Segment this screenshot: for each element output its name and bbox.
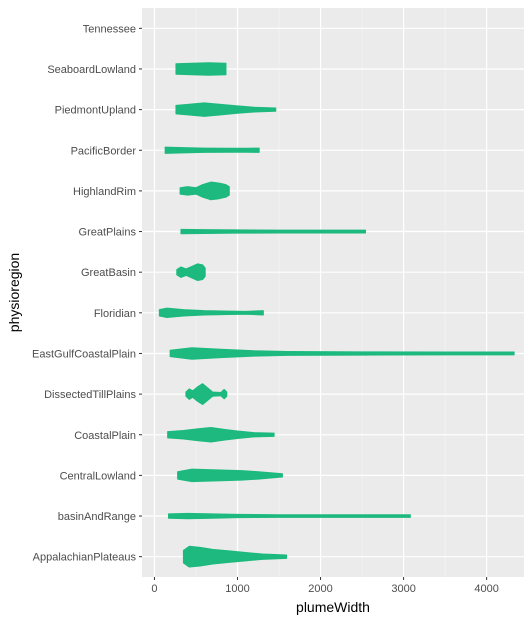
violin-AppalachianPlateaus [182, 545, 288, 568]
y-tick-label: DissectedTillPlains [44, 389, 136, 401]
y-tick-label: SeaboardLowland [47, 64, 136, 76]
violin-GreatBasin [176, 263, 206, 281]
y-tick-label: PacificBorder [71, 145, 137, 157]
y-tick-label: EastGulfCoastalPlain [32, 348, 136, 360]
violin-PiedmontUpland [175, 102, 277, 117]
violin-SeaboardLowland [175, 62, 227, 76]
violin-CoastalPlain [167, 426, 275, 443]
violin-basinAndRange [167, 512, 411, 520]
x-tick-label: 3000 [391, 583, 415, 595]
x-tick-label: 2000 [308, 583, 332, 595]
violin-HighlandRim [179, 181, 230, 201]
violin-GreatPlains [180, 228, 366, 235]
y-tick-label: basinAndRange [58, 511, 136, 523]
y-tick-label: GreatBasin [81, 267, 136, 279]
violin-DissectedTillPlains [185, 383, 228, 405]
y-tick-label: PiedmontUpland [55, 105, 136, 117]
y-tick-label: GreatPlains [79, 227, 137, 239]
y-tick-label: HighlandRim [73, 186, 136, 198]
x-tick-label: 0 [151, 583, 157, 595]
y-tick-label: CoastalPlain [74, 430, 136, 442]
plot-panel [142, 8, 524, 577]
y-axis-title: physioregion [6, 253, 22, 332]
y-tick-label: Tennessee [83, 23, 136, 35]
y-tick-label: Floridian [94, 308, 136, 320]
violin-CentralLowland [177, 468, 283, 483]
violin-Floridian [158, 307, 264, 319]
x-axis-title: plumeWidth [296, 599, 370, 615]
x-tick-label: 1000 [225, 583, 249, 595]
y-tick-label: CentralLowland [60, 470, 136, 482]
y-tick-label: AppalachianPlateaus [33, 552, 137, 564]
x-tick-label: 4000 [474, 583, 498, 595]
violin-PacificBorder [164, 146, 260, 154]
violin-EastGulfCoastalPlain [169, 347, 515, 360]
